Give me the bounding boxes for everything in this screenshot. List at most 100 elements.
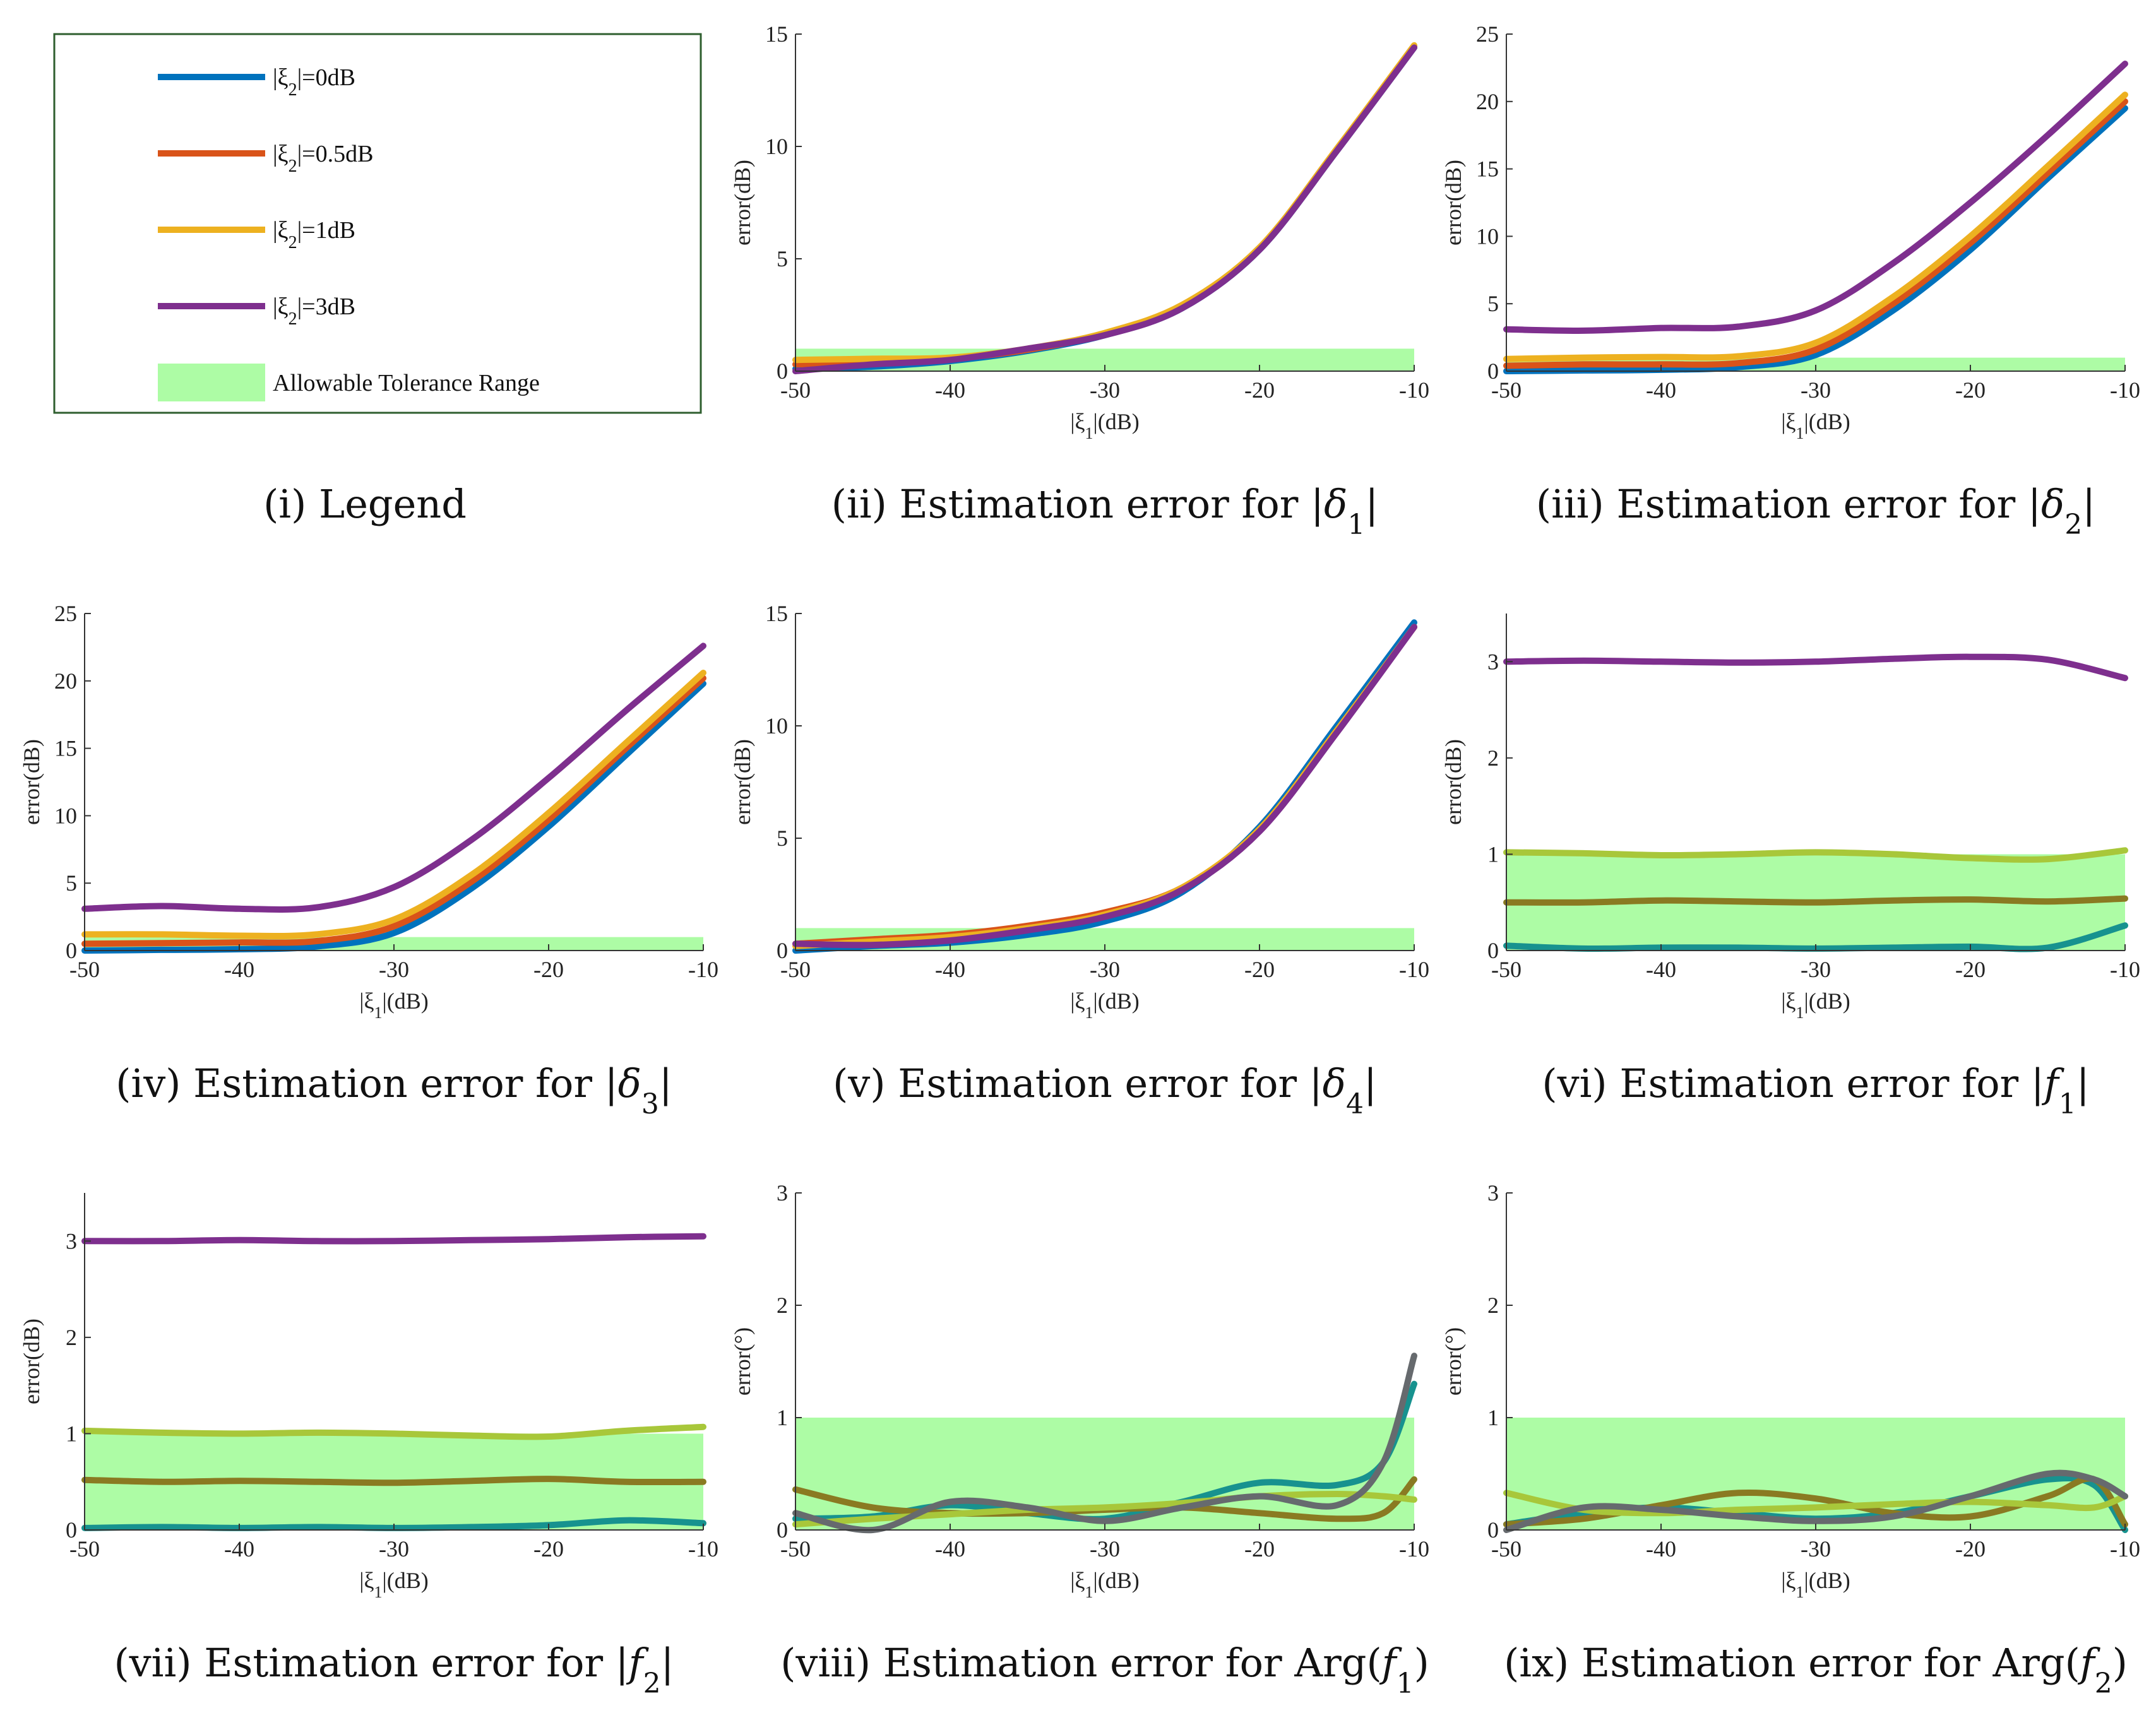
chart-caption-text: (iii) Estimation error for | bbox=[1536, 481, 2041, 527]
legend-label-text: |ξ bbox=[273, 64, 289, 91]
chart-panel: -50 -40 -30 -20 -100123|ξ1|(dB)error(°)(viii… bbox=[730, 1180, 1429, 1700]
legend-swatch-patch bbox=[158, 364, 265, 401]
chart-caption-suffix: | bbox=[2082, 481, 2095, 527]
chart-caption-suffix: ) bbox=[1414, 1640, 1429, 1686]
x-axis-label-sub: 1 bbox=[1796, 1004, 1804, 1022]
x-tick-label: -10 bbox=[2110, 957, 2140, 982]
chart-caption: (ix) Estimation error for Arg(f2) bbox=[1504, 1640, 2128, 1700]
chart-caption: (v) Estimation error for |δ4| bbox=[833, 1060, 1377, 1120]
series-line bbox=[792, 44, 1417, 372]
x-axis-label: |ξ1|(dB) bbox=[1070, 1568, 1139, 1601]
y-tick-label: 15 bbox=[765, 601, 788, 626]
series-line bbox=[1503, 1469, 2128, 1533]
chart-panel: -50 -40 -30 -20 -10051015|ξ1|(dB)error(dB)(i… bbox=[730, 21, 1429, 541]
x-tick-label: -10 bbox=[2110, 1536, 2140, 1562]
chart-caption-sub: 1 bbox=[1397, 1668, 1414, 1700]
x-axis-label-text: |ξ bbox=[1781, 409, 1796, 434]
chart-caption-symbol: δ bbox=[618, 1060, 641, 1106]
x-tick-label: -10 bbox=[2110, 377, 2140, 403]
chart-caption: (iii) Estimation error for |δ2| bbox=[1536, 481, 2095, 541]
x-tick-label: -40 bbox=[1646, 957, 1676, 982]
x-tick-label: -40 bbox=[224, 1536, 254, 1562]
chart-caption-suffix: | bbox=[659, 1060, 672, 1106]
y-tick-label: 15 bbox=[1476, 157, 1499, 182]
x-tick-label: -50 bbox=[69, 1536, 100, 1562]
chart-caption: (vii) Estimation error for |f2| bbox=[114, 1640, 674, 1700]
y-tick-label: 2 bbox=[1487, 1293, 1499, 1318]
series-line bbox=[792, 624, 1417, 947]
legend-label: |ξ2|=1dB bbox=[273, 217, 355, 252]
x-tick-label: -20 bbox=[533, 957, 564, 982]
x-tick-label: -10 bbox=[1399, 957, 1429, 982]
x-axis-label-text: |ξ bbox=[1070, 1568, 1085, 1593]
x-tick-label: -10 bbox=[1399, 1536, 1429, 1562]
legend-label-sub: 2 bbox=[289, 157, 297, 176]
x-axis-label: |ξ1|(dB) bbox=[1070, 988, 1139, 1022]
x-tick-label: -20 bbox=[1244, 1536, 1275, 1562]
x-tick-label: -30 bbox=[1801, 957, 1831, 982]
chart-caption-text: (vi) Estimation error for | bbox=[1542, 1060, 2044, 1106]
y-tick-label: 1 bbox=[1487, 1405, 1499, 1430]
chart-caption-sub: 3 bbox=[641, 1088, 659, 1120]
y-tick-label: 0 bbox=[777, 938, 788, 963]
y-tick-label: 25 bbox=[54, 601, 77, 626]
y-tick-label: 3 bbox=[1487, 1180, 1499, 1206]
y-axis-label: error(°) bbox=[1441, 1327, 1466, 1396]
x-tick-label: -40 bbox=[935, 377, 965, 403]
y-axis-label: error(dB) bbox=[730, 160, 755, 246]
x-tick-label: -40 bbox=[935, 957, 965, 982]
y-tick-label: 3 bbox=[777, 1180, 788, 1206]
x-axis-label: |ξ1|(dB) bbox=[1781, 1568, 1850, 1601]
y-tick-label: 5 bbox=[777, 246, 788, 271]
legend-label-text: |ξ bbox=[273, 141, 289, 167]
series-line bbox=[792, 624, 1417, 949]
x-tick-label: -40 bbox=[1646, 1536, 1676, 1562]
chart-caption-text: (viii) Estimation error for Arg( bbox=[780, 1640, 1381, 1686]
y-tick-label: 0 bbox=[1487, 1517, 1499, 1543]
legend-panel: |ξ2|=0dB|ξ2|=0.5dB|ξ2|=1dB|ξ2|=3dBAllowa… bbox=[53, 33, 702, 527]
chart-caption-symbol: δ bbox=[1324, 481, 1347, 527]
chart-caption-suffix: ) bbox=[2112, 1640, 2128, 1686]
y-tick-label: 5 bbox=[1487, 291, 1499, 316]
chart-caption: (vi) Estimation error for |f1| bbox=[1542, 1060, 2089, 1120]
x-tick-label: -10 bbox=[688, 1536, 718, 1562]
series-line bbox=[792, 619, 1417, 954]
legend-label: |ξ2|=0.5dB bbox=[273, 141, 373, 176]
chart-caption-sub: 1 bbox=[2059, 1088, 2076, 1120]
y-axis-label: error(dB) bbox=[1441, 739, 1466, 825]
x-axis-label: |ξ1|(dB) bbox=[359, 1568, 428, 1601]
series-line bbox=[81, 1233, 706, 1245]
series-line bbox=[1503, 61, 2128, 334]
legend-label: |ξ2|=0dB bbox=[273, 64, 355, 100]
y-tick-label: 2 bbox=[777, 1293, 788, 1318]
x-axis-label-text: |ξ bbox=[359, 988, 374, 1014]
series-line bbox=[1503, 98, 2128, 369]
x-axis-label-text: |ξ bbox=[1070, 988, 1085, 1014]
y-tick-label: 2 bbox=[1487, 745, 1499, 771]
legend-label-suffix: |=0dB bbox=[297, 64, 355, 91]
chart-caption-sub: 2 bbox=[2064, 509, 2082, 541]
chart-caption-sub: 2 bbox=[2095, 1668, 2112, 1700]
chart-caption: (iv) Estimation error for |δ3| bbox=[116, 1060, 672, 1120]
legend-label: Allowable Tolerance Range bbox=[273, 370, 540, 396]
legend-label-sub: 2 bbox=[289, 233, 297, 252]
x-axis-label: |ξ1|(dB) bbox=[359, 988, 428, 1022]
x-axis-label-suffix: |(dB) bbox=[1804, 1568, 1850, 1593]
x-tick-label: -30 bbox=[1090, 1536, 1120, 1562]
x-tick-label: -10 bbox=[688, 957, 718, 982]
chart-panel: -50 -40 -30 -20 -100123|ξ1|(dB)error(dB)(vii… bbox=[19, 1193, 718, 1700]
x-axis-label-sub: 1 bbox=[1796, 1583, 1804, 1601]
y-axis-label: error(dB) bbox=[19, 1319, 44, 1404]
chart-caption: (ii) Estimation error for |δ1| bbox=[831, 481, 1378, 541]
y-tick-label: 3 bbox=[66, 1228, 77, 1254]
y-axis-label: error(°) bbox=[730, 1327, 755, 1396]
legend-label-suffix: |=3dB bbox=[297, 293, 355, 320]
x-axis-label-sub: 1 bbox=[374, 1004, 383, 1022]
y-tick-label: 1 bbox=[777, 1405, 788, 1430]
x-tick-label: -30 bbox=[379, 1536, 409, 1562]
legend-label-text: |ξ bbox=[273, 293, 289, 320]
chart-caption-suffix: | bbox=[2076, 1060, 2090, 1106]
series-line bbox=[1503, 1490, 2128, 1517]
x-axis-label-suffix: |(dB) bbox=[1804, 988, 1850, 1014]
chart-caption-suffix: | bbox=[1364, 1060, 1377, 1106]
